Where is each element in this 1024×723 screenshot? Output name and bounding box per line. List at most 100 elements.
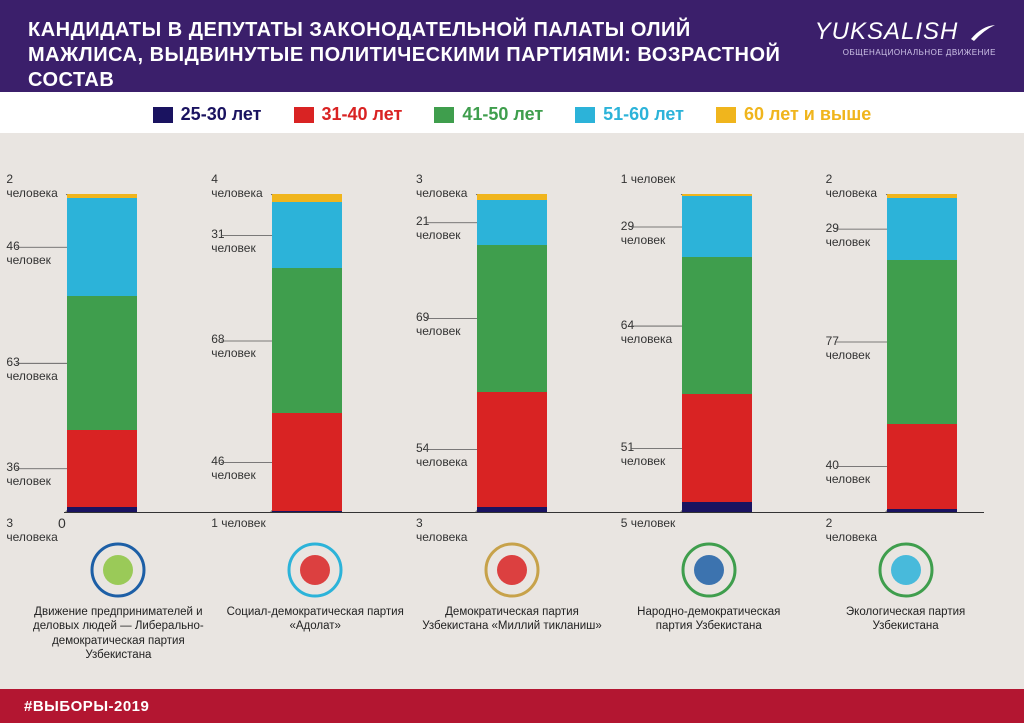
callout-label: 2 человека — [826, 516, 884, 544]
callout-label: 51 человек — [621, 440, 679, 468]
callout-label: 36 человек — [6, 460, 64, 488]
callout-label: 31 человек — [211, 227, 269, 255]
brand-name: YUKSALISH — [815, 18, 996, 46]
infographic-page: { "colors": { "header_bg": "#3b1f6b", "h… — [0, 0, 1024, 723]
parties-row: Движение предпринимателей и деловых люде… — [0, 533, 1024, 663]
callout-label: 3 человека — [416, 516, 474, 544]
callout-label: 64 человека — [621, 318, 679, 346]
party-name: Движение предпринимателей и деловых люде… — [28, 605, 208, 663]
header: КАНДИДАТЫ В ДЕПУТАТЫ ЗАКОНОДАТЕЛЬНОЙ ПАЛ… — [0, 0, 1024, 92]
bar-segment — [272, 194, 342, 203]
party: Демократическая партия Узбекистана «Милл… — [422, 541, 602, 663]
callout-label: 77 человек — [826, 334, 884, 362]
bar-segment — [67, 296, 137, 430]
callout-label: 68 человек — [211, 332, 269, 360]
party: Народно-демократическая партия Узбекиста… — [619, 541, 799, 663]
stacked-bar — [682, 194, 752, 513]
party-logo — [816, 541, 996, 599]
bar-segment — [67, 430, 137, 507]
footer: #ВЫБОРЫ-2019 — [0, 689, 1024, 723]
bar-wrap: 2 человека40 человек77 человек29 человек… — [832, 194, 1012, 514]
bar-segment — [67, 198, 137, 296]
x-axis — [64, 512, 984, 513]
callout-label: 4 человека — [211, 172, 269, 200]
legend-swatch — [434, 107, 454, 123]
bar-segment — [887, 198, 957, 260]
party-name: Демократическая партия Узбекистана «Милл… — [422, 605, 602, 634]
brand: YUKSALISH ОБЩЕНАЦИОНАЛЬНОЕ ДВИЖЕНИЕ — [815, 18, 996, 57]
page-title: КАНДИДАТЫ В ДЕПУТАТЫ ЗАКОНОДАТЕЛЬНОЙ ПАЛ… — [28, 18, 788, 93]
legend-item: 41-50 лет — [434, 104, 543, 125]
bar-segment — [682, 257, 752, 393]
legend-label: 41-50 лет — [462, 104, 543, 125]
callout-label: 2 человека — [6, 172, 64, 200]
party-name: Социал-демократическая партия «Адолат» — [225, 605, 405, 634]
stacked-bar — [887, 194, 957, 513]
party: Социал-демократическая партия «Адолат» — [225, 541, 405, 663]
callout-label: 46 человек — [211, 454, 269, 482]
legend-item: 51-60 лет — [575, 104, 684, 125]
legend-swatch — [294, 107, 314, 123]
legend-label: 60 лет и выше — [744, 104, 871, 125]
callout-label: 21 человек — [416, 214, 474, 242]
callout-label: 29 человек — [621, 219, 679, 247]
zero-label: 0 — [58, 515, 66, 531]
bar-segment — [272, 413, 342, 511]
footer-hashtag: #ВЫБОРЫ-2019 — [24, 698, 149, 715]
party: Экологическая партия Узбекистана — [816, 541, 996, 663]
bars-row: 3 человека 36 человек 63 человека 46 челове… — [0, 163, 1024, 513]
callout-label: 69 человек — [416, 310, 474, 338]
chart-area: 3 человека 36 человек 63 человека 46 челове… — [0, 133, 1024, 533]
callout-label: 2 человека — [826, 172, 884, 200]
brand-name-text: YUKSALISH — [815, 18, 959, 45]
legend-item: 31-40 лет — [294, 104, 403, 125]
callout-label: 63 человека — [6, 355, 64, 383]
stacked-bar — [272, 194, 342, 513]
callout-label: 29 человек — [826, 221, 884, 249]
callout-label: 5 человек — [621, 516, 679, 530]
party-logo — [225, 541, 405, 599]
legend-label: 25-30 лет — [181, 104, 262, 125]
legend-label: 31-40 лет — [322, 104, 403, 125]
callout-label: 1 человек — [621, 172, 679, 186]
bar-wrap: 3 человека54 человека69 человек21 челове… — [422, 194, 602, 514]
callout-label: 1 человек — [211, 516, 269, 530]
party-logo-icon — [90, 542, 146, 598]
callout-label: 40 человек — [826, 458, 884, 486]
bar-wrap: 5 человек51 человек64 человека29 человек… — [627, 194, 807, 514]
party-name: Народно-демократическая партия Узбекиста… — [619, 605, 799, 634]
callout-label: 46 человек — [6, 239, 64, 267]
party-logo-icon — [287, 542, 343, 598]
legend-label: 51-60 лет — [603, 104, 684, 125]
bar-segment — [887, 260, 957, 424]
bar-segment — [272, 202, 342, 268]
stacked-bar — [67, 194, 137, 513]
legend-item: 25-30 лет — [153, 104, 262, 125]
bar-wrap: 3 человека36 человек63 человека46 челове… — [12, 194, 192, 514]
legend-swatch — [153, 107, 173, 123]
legend-item: 60 лет и выше — [716, 104, 871, 125]
bar-segment — [272, 268, 342, 413]
legend-swatch — [716, 107, 736, 123]
party: Движение предпринимателей и деловых люде… — [28, 541, 208, 663]
callout-label: 54 человека — [416, 441, 474, 469]
bar-segment — [477, 392, 547, 507]
party-logo — [619, 541, 799, 599]
legend-swatch — [575, 107, 595, 123]
brand-subtitle: ОБЩЕНАЦИОНАЛЬНОЕ ДВИЖЕНИЕ — [815, 48, 996, 57]
bar-wrap: 1 человек46 человек68 человек31 человек4… — [217, 194, 397, 514]
legend: 25-30 лет 31-40 лет 41-50 лет 51-60 лет 60 л… — [0, 92, 1024, 133]
callout-label: 3 человека — [416, 172, 474, 200]
bar-segment — [887, 424, 957, 509]
swoosh-icon — [970, 24, 996, 42]
bar-segment — [477, 200, 547, 245]
bar-segment — [682, 196, 752, 258]
bar-segment — [477, 245, 547, 392]
callout-label: 3 человека — [6, 516, 64, 544]
party-logo — [422, 541, 602, 599]
party-name: Экологическая партия Узбекистана — [816, 605, 996, 634]
bar-segment — [682, 394, 752, 503]
party-logo-icon — [681, 542, 737, 598]
party-logo — [28, 541, 208, 599]
party-logo-icon — [484, 542, 540, 598]
